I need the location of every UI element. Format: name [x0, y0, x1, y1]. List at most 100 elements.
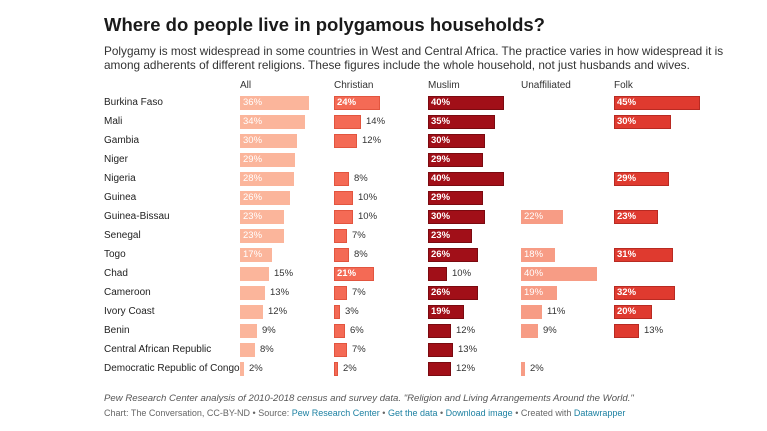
value-label: 9% [262, 325, 276, 336]
value-label: 40% [431, 97, 451, 108]
bar-muslim [428, 191, 483, 205]
row-label: Ivory Coast [104, 306, 155, 317]
value-label: 23% [243, 211, 263, 222]
bar-unaffiliated [521, 362, 525, 376]
value-label: 8% [354, 173, 368, 184]
bar-christian [334, 305, 340, 319]
column-header-muslim: Muslim [428, 80, 460, 91]
bar-muslim [428, 343, 453, 357]
bar-christian [334, 362, 338, 376]
value-label: 17% [243, 249, 263, 260]
bar-unaffiliated [521, 248, 555, 262]
value-label: 40% [431, 173, 451, 184]
value-label: 20% [617, 306, 637, 317]
bar-folk [614, 324, 639, 338]
bar-all [240, 115, 305, 129]
value-label: 24% [337, 97, 357, 108]
bar-all [240, 210, 284, 224]
bar-unaffiliated [521, 210, 563, 224]
credits-sep-2: • [437, 408, 446, 418]
bar-unaffiliated [521, 305, 542, 319]
bar-muslim [428, 172, 504, 186]
bar-christian [334, 324, 345, 338]
bar-folk [614, 172, 669, 186]
value-label: 23% [243, 230, 263, 241]
datawrapper-link[interactable]: Datawrapper [573, 408, 626, 418]
row-label: Cameroon [104, 287, 151, 298]
value-label: 21% [337, 268, 357, 279]
row-label: Guinea [104, 192, 137, 203]
value-label: 26% [431, 249, 451, 260]
bar-christian [334, 172, 349, 186]
bar-muslim [428, 153, 483, 167]
bar-christian [334, 210, 353, 224]
bar-christian [334, 96, 380, 110]
value-label: 12% [456, 325, 476, 336]
value-label: 10% [358, 192, 378, 203]
bar-folk [614, 286, 675, 300]
value-label: 29% [431, 192, 451, 203]
value-label: 29% [431, 154, 451, 165]
value-label: 2% [249, 363, 263, 374]
bar-all [240, 134, 297, 148]
row-label: Mali [104, 116, 123, 127]
value-label: 34% [243, 116, 263, 127]
row-label: Democratic Republic of Congo [104, 363, 240, 374]
value-label: 12% [362, 135, 382, 146]
value-label: 12% [456, 363, 476, 374]
value-label: 9% [543, 325, 557, 336]
bar-muslim [428, 267, 447, 281]
bar-all [240, 191, 290, 205]
get-data-link[interactable]: Get the data [387, 408, 438, 418]
bar-muslim [428, 96, 504, 110]
bar-christian [334, 248, 349, 262]
credits-sep-1: • [379, 408, 388, 418]
value-label: 35% [431, 116, 451, 127]
row-label: Nigeria [104, 173, 136, 184]
bar-muslim [428, 248, 478, 262]
bar-muslim [428, 229, 472, 243]
bar-christian [334, 286, 347, 300]
bar-all [240, 305, 263, 319]
bar-all [240, 229, 284, 243]
value-label: 10% [358, 211, 378, 222]
value-label: 36% [243, 97, 263, 108]
value-label: 14% [366, 116, 386, 127]
row-label: Niger [104, 154, 128, 165]
bar-folk [614, 96, 700, 110]
bar-christian [334, 191, 353, 205]
value-label: 29% [617, 173, 637, 184]
value-label: 31% [617, 249, 637, 260]
value-label: 30% [617, 116, 637, 127]
value-label: 7% [352, 230, 366, 241]
value-label: 32% [617, 287, 637, 298]
value-label: 13% [644, 325, 664, 336]
value-label: 26% [431, 287, 451, 298]
bar-all [240, 96, 309, 110]
bar-christian [334, 267, 374, 281]
bar-christian [334, 115, 361, 129]
value-label: 2% [530, 363, 544, 374]
value-label: 15% [274, 268, 294, 279]
bar-muslim [428, 134, 485, 148]
download-image-link[interactable]: Download image [445, 408, 513, 418]
source-link[interactable]: Pew Research Center [291, 408, 380, 418]
value-label: 13% [458, 344, 478, 355]
chart-credits: Chart: The Conversation, CC-BY-ND • Sour… [104, 408, 625, 418]
value-label: 11% [547, 306, 566, 317]
value-label: 22% [524, 211, 544, 222]
value-label: 30% [431, 211, 451, 222]
value-label: 6% [350, 325, 364, 336]
chart-notes: Pew Research Center analysis of 2010-201… [104, 393, 634, 404]
value-label: 7% [352, 344, 366, 355]
column-header-folk: Folk [614, 80, 633, 91]
value-label: 40% [524, 268, 544, 279]
column-header-christian: Christian [334, 80, 374, 91]
bar-christian [334, 343, 347, 357]
bar-christian [334, 229, 347, 243]
bar-all [240, 362, 244, 376]
value-label: 26% [243, 192, 263, 203]
value-label: 8% [260, 344, 274, 355]
value-label: 29% [243, 154, 263, 165]
value-label: 28% [243, 173, 263, 184]
